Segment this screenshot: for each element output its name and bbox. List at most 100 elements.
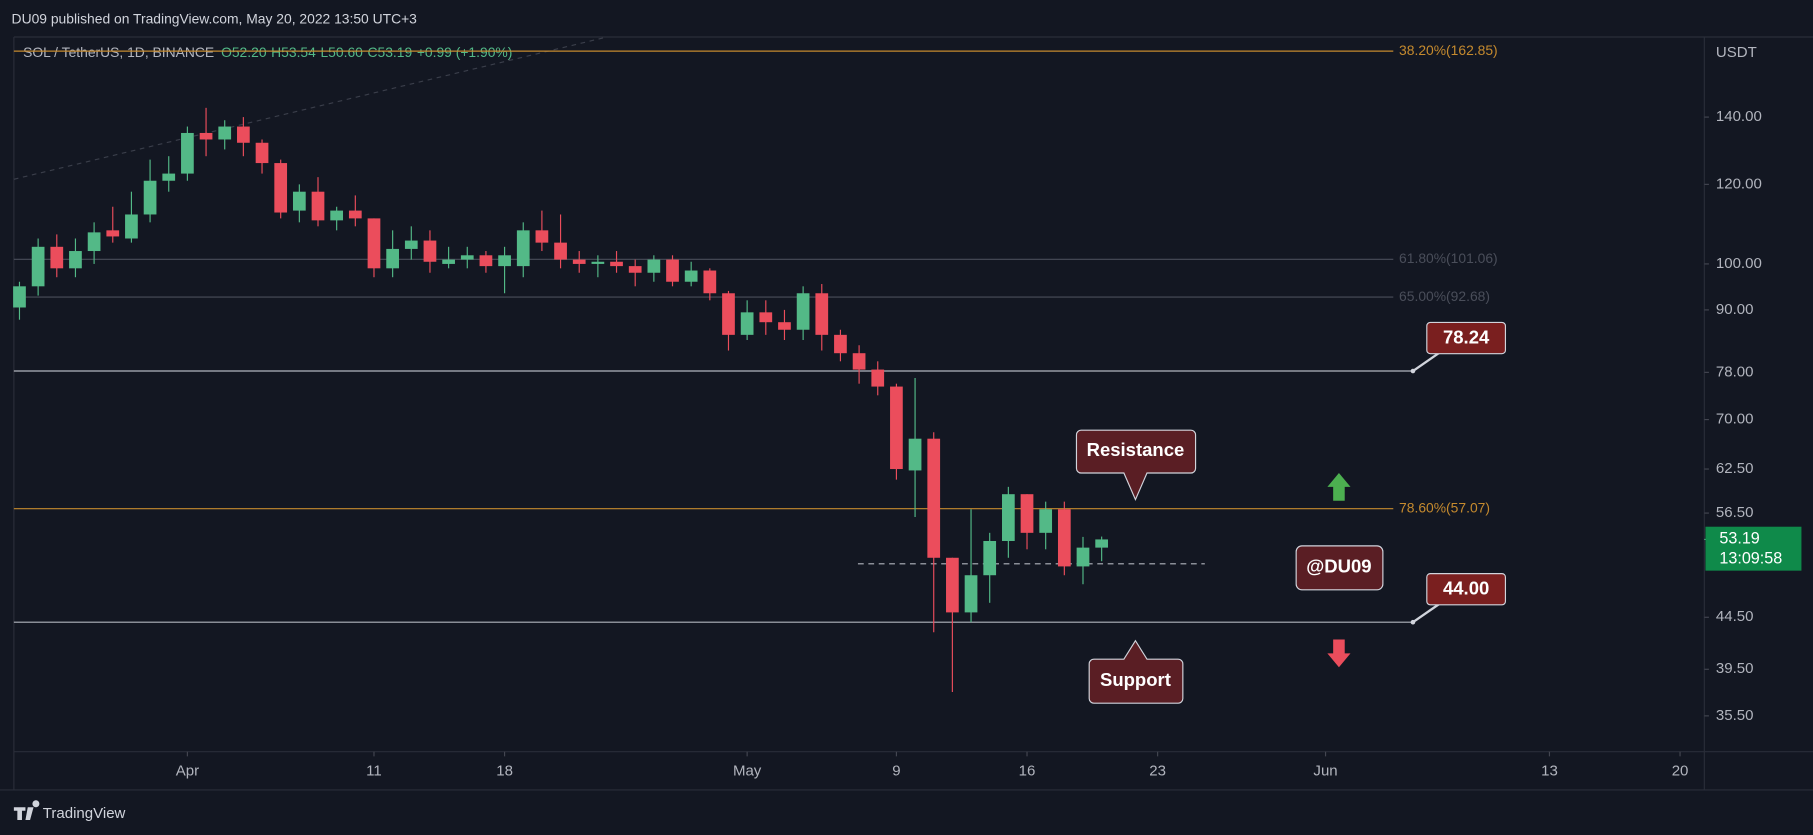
callout-anchor [1410,619,1416,625]
candle-body [554,242,567,260]
legend: SOL / TetherUS, 1D, BINANCE O52.20 H53.54 L… [23,44,512,60]
level-label: 78.24 [1443,327,1490,348]
candle-body [50,246,64,269]
y-tick-label: 78.00 [1716,363,1754,380]
candle-body [218,126,232,140]
candle-body [1020,494,1034,533]
down-arrow [1327,639,1351,668]
candle-body [647,259,661,273]
candle-body [1095,539,1109,548]
callout-box [1088,639,1184,704]
candle-body [908,438,922,471]
callout-box [1075,429,1197,502]
fib-label: 38.20%(162.85) [1399,42,1498,58]
candle-body [367,218,381,269]
callout-box [1426,573,1507,606]
x-tick-label: May [733,762,762,779]
candle-body [722,293,735,335]
candle-body [983,540,997,576]
candle-body [572,259,586,264]
up-arrow [1327,473,1351,501]
candle-body [1002,494,1015,541]
candle-body [125,214,138,239]
candle-body [796,293,810,330]
candle-body [143,180,157,215]
axis-unit: USDT [1716,44,1757,61]
ohlc-close: C53.19 [367,44,412,60]
candle-body [13,286,26,308]
candle-body [964,575,978,613]
candle-body [479,255,493,267]
candle-body [404,240,418,249]
candle-body [237,126,250,143]
x-tick-label: 9 [892,762,900,779]
support-callout: Support [1088,639,1184,704]
candle-body [852,353,866,370]
level-callout: 78.24 [1410,321,1507,374]
candle-body [87,232,101,252]
x-tick-label: 11 [366,762,382,779]
candle-body [535,230,549,243]
candle-body [348,210,362,219]
callout-box [1295,545,1384,591]
x-tick-label: 20 [1672,762,1689,779]
fib-label: 61.80%(101.06) [1399,250,1498,266]
symbol-title: SOL / TetherUS, 1D, BINANCE [23,44,214,60]
countdown: 13:09:58 [1719,549,1782,567]
x-tick-label: Apr [176,762,199,779]
ohlc-change: +0.99 (+1.90%) [417,44,513,60]
candle-body [778,322,791,330]
footer: TradingView [43,805,126,822]
candle-body [292,191,306,211]
watermark-callout: @DU09 [1295,545,1384,591]
candle-body [199,132,213,140]
candle-body [498,255,511,267]
candle-body [162,173,176,181]
y-tick-label: 35.50 [1716,707,1754,724]
candle-body [946,557,959,613]
candle-body [703,270,717,294]
last-price: 53.19 [1719,530,1759,548]
y-tick-label: 39.50 [1716,660,1754,677]
x-tick-label: 13 [1541,762,1558,779]
x-tick-label: 16 [1019,762,1036,779]
callout-box [1426,321,1507,355]
candle-body [740,312,754,335]
candle-body [1057,509,1071,567]
candle-body [460,255,474,260]
y-tick-label: 120.00 [1716,175,1762,192]
candle-body [255,142,269,164]
ohlc-low: L50.60 [320,44,363,60]
candle-body [106,230,120,237]
fib-label: 65.00%(92.68) [1399,288,1490,304]
candle-body [871,369,885,387]
y-tick-label: 140.00 [1716,108,1762,125]
candle-body [423,240,437,262]
candle-body [834,334,847,354]
y-tick-label: 70.00 [1716,411,1754,428]
candle-body [31,246,45,287]
candle-body [516,230,530,267]
candle-body [330,210,344,221]
candle-body [759,312,773,323]
x-tick-label: 23 [1149,762,1166,779]
candle-body [386,248,399,269]
candle-body [591,261,605,264]
annotation: Support [1100,669,1171,690]
annotation: @DU09 [1306,556,1371,577]
last-price-tag [1705,526,1802,571]
y-tick-label: 100.00 [1716,255,1762,272]
candle-body [890,386,903,470]
header: DU09 published on TradingView.com, May 2… [12,10,418,26]
candle-body [1076,547,1090,567]
candle-body [442,259,455,264]
ohlc-high: H53.54 [271,44,316,60]
fib-label: 78.60%(57.07) [1399,499,1490,515]
candle-body [684,270,698,282]
candle-body [311,191,325,221]
y-tick-label: 90.00 [1716,301,1754,318]
y-tick-label: 44.50 [1716,608,1754,625]
